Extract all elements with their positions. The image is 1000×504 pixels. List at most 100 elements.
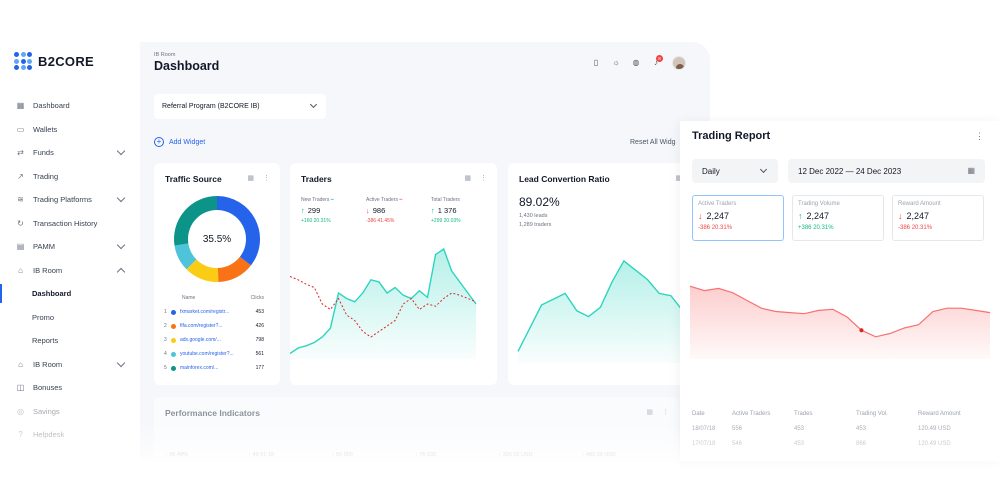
traffic-source-table: Name Clicks 1 fxmarket.com/registr... 453 2 f… [164,295,264,375]
sidebar-item-ib-room[interactable]: ⌂ IB Room [0,353,140,377]
kpi-label: Reward Amount [898,201,941,207]
period-select[interactable]: Daily [692,159,778,183]
source-url: youtube.com/register?... [180,351,234,357]
more-icon[interactable]: ⋮ [480,175,487,182]
program-select[interactable]: Referral Program (B2CORE IB) [154,94,326,119]
column-header[interactable]: Reward Amount [918,410,961,417]
more-icon[interactable]: ⋮ [263,175,270,182]
sidebar-item-dashboard[interactable]: ▦ Dashboard [0,94,140,118]
arrow-down-icon: ↓ [898,211,903,221]
table-row[interactable]: 17/07/18 546 453 866 120.49 USD [692,436,992,451]
calendar-icon[interactable]: ▦ [464,175,471,182]
donut-slice[interactable] [174,243,197,270]
traders-line-chart [290,247,477,359]
sidebar-item-label: Savings [33,406,60,416]
add-widget-button[interactable]: + Add Widget [154,137,205,147]
column-header[interactable]: Active Traders [732,410,771,417]
calendar-icon[interactable]: ▦ [247,175,254,182]
column-header[interactable]: Date [692,410,705,417]
more-icon[interactable]: ⋮ [975,131,984,141]
calendar-icon[interactable]: ▦ [646,409,653,416]
row-index: 4 [164,351,167,357]
sidebar-item-trading[interactable]: ↗ Trading [0,165,140,189]
more-icon[interactable]: ⋮ [662,409,669,416]
brand-logo[interactable]: B2CORE [14,52,94,70]
trader-count: 1,289 traders [519,222,552,228]
sidebar-item-dashboard[interactable]: Dashboard [0,282,140,306]
transfer-icon: ⇄ [17,148,24,158]
donut-slice[interactable] [186,259,219,282]
table-cell: 453 [856,425,867,432]
lead-ratio-value: 89.02% [519,195,560,209]
table-row[interactable]: 5 mainforex.com/... 177 [164,361,264,375]
stat-delta: -386 [366,218,377,224]
chart-marker[interactable] [859,328,864,333]
reset-widgets-button[interactable]: Reset All Widg [630,139,676,146]
bell-icon[interactable]: ♪ 8 [652,55,663,67]
sidebar-item-label: PAMM [33,242,55,252]
kpi-card[interactable]: Trading Volume ↑ 2,247 +386 20.31% [792,195,884,241]
chevron-down-icon[interactable] [116,146,126,156]
new-traders-line[interactable] [290,247,477,355]
donut-slice[interactable] [217,256,251,282]
column-header[interactable]: Trading Vol. [856,410,888,417]
stat-delta: +160 [301,218,313,224]
chevron-up-icon[interactable] [116,267,126,276]
mobile-icon[interactable]: ▯ [593,58,599,67]
chevron-down-icon[interactable] [116,193,126,203]
sidebar-item-trading-platforms[interactable]: ≋ Trading Platforms [0,188,140,212]
source-clicks: 561 [255,351,264,357]
calendar-icon[interactable]: ▦ [675,175,682,182]
theme-sun-icon[interactable]: ☼ [612,58,620,67]
table-row[interactable]: 18/07/18 556 453 453 120.49 USD [692,421,992,436]
table-cell: 546 [732,440,743,447]
column-header[interactable]: Trades [794,410,813,417]
grid-icon: ▦ [16,101,25,111]
sidebar-item-funds[interactable]: ⇄ Funds [0,141,140,165]
sidebar-item-savings[interactable]: ◎ Savings [0,400,140,424]
avatar[interactable] [672,56,686,70]
source-url: mainforex.com/... [180,365,219,371]
legend-dot [171,309,176,315]
card-title: Traffic Source [165,174,222,184]
table-row[interactable]: 1 fxmarket.com/registr... 453 [164,305,264,319]
breadcrumb[interactable]: IB Room [154,52,176,58]
active-traders-report-line[interactable] [689,285,991,338]
active-traders-line[interactable] [290,276,477,338]
sidebar-item-promo[interactable]: Promo [0,306,140,330]
source-clicks: 798 [255,337,264,343]
sidebar-item-label: IB Room [33,265,63,275]
globe-icon[interactable]: ◍ [632,58,640,67]
sidebar-item-transaction-history[interactable]: ↻ Transaction History [0,212,140,236]
date-range-picker[interactable]: 12 Dec 2022 — 24 Dec 2023 ▦ [788,159,985,183]
chevron-down-icon[interactable] [116,240,126,250]
table-row[interactable]: 4 youtube.com/register?... 561 [164,347,264,361]
source-clicks: 426 [255,323,264,329]
table-cell: 18/07/18 [692,425,716,432]
donut-slice[interactable] [174,196,218,246]
sidebar-item-reports[interactable]: Reports [0,329,140,353]
sidebar-item-bonuses[interactable]: ◫ Bonuses [0,376,140,400]
stat-label: New Traders [301,197,330,203]
kpi-card[interactable]: Reward Amount ↓ 2,247 -386 20.31% [892,195,984,241]
sidebar-item-pamm[interactable]: ▤ PAMM [0,235,140,259]
table-row[interactable]: 3 ads.google.com/... 798 [164,333,264,347]
gift-icon: ◫ [16,383,25,393]
table-row[interactable]: 2 fifa.com/register?... 426 [164,319,264,333]
performance-indicators-card: Performance Indicators ▦ ⋮ ↑ 56.48% ↑ 49 0… [154,397,679,462]
chevron-down-icon[interactable] [116,358,126,367]
performance-value: ↑ 56.48% [165,452,188,458]
kpi-delta: -386 20.31% [898,225,978,231]
stat-pct: 20.31% [313,218,331,224]
legend-dot [171,351,176,357]
notification-badge: 8 [656,55,663,62]
legend-dot [171,365,176,371]
sidebar-item-wallets[interactable]: ▭ Wallets [0,118,140,142]
sidebar-item-label: Trading Platforms [33,195,92,205]
sidebar-item-label: Dashboard [33,101,70,111]
history-icon: ↻ [17,218,24,228]
kpi-card[interactable]: Active Traders ↓ 2,247 -386 20.31% [692,195,784,241]
sidebar-item-helpdesk[interactable]: ? Helpdesk [0,423,140,447]
donut-slice[interactable] [216,196,260,266]
sidebar-item-ib-room[interactable]: ⌂ IB Room [0,259,140,283]
